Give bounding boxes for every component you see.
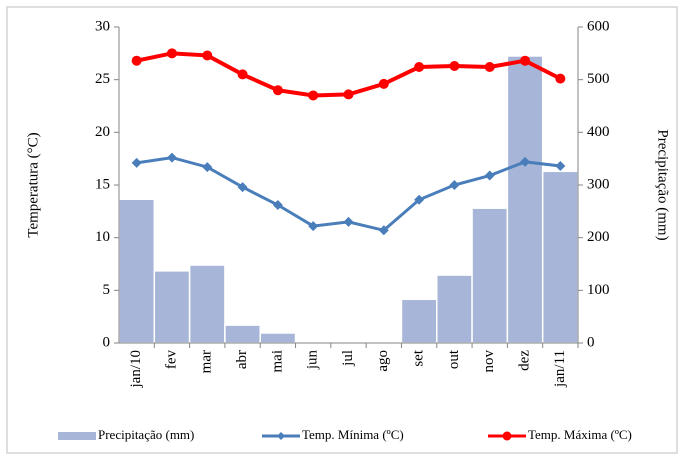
point	[449, 60, 460, 71]
x-tick-label: dez	[516, 350, 532, 371]
bar	[471, 207, 509, 344]
legend-label: Temp. Mínima (ºC)	[302, 427, 404, 442]
point	[237, 182, 248, 193]
y-tick-label: 25	[95, 71, 110, 87]
point	[166, 152, 177, 163]
point	[166, 48, 177, 59]
point	[449, 180, 460, 190]
point	[414, 62, 425, 73]
point	[202, 162, 213, 173]
bar	[153, 270, 191, 344]
y2-tick-label: 600	[587, 18, 610, 34]
point	[308, 221, 319, 232]
y2-tick-label: 500	[587, 71, 610, 87]
bar	[188, 264, 226, 344]
point	[272, 85, 283, 96]
x-tick-label: abr	[234, 350, 250, 369]
point	[414, 194, 425, 205]
y-tick-label: 10	[95, 229, 110, 245]
point	[131, 55, 142, 66]
y2-tick-label: 0	[587, 334, 595, 350]
legend-marker	[277, 432, 285, 440]
point	[555, 161, 566, 172]
y2-tick-label: 400	[587, 124, 610, 140]
legend-label: Precipitação (mm)	[98, 427, 194, 442]
bar	[506, 55, 544, 344]
x-tick-label: mar	[199, 350, 215, 373]
y2-tick-label: 300	[587, 176, 610, 192]
point	[555, 73, 566, 84]
y-tick-label: 15	[95, 176, 110, 192]
point	[484, 62, 495, 73]
bar	[118, 198, 156, 344]
y2-axis-label: Precipitação (mm)	[655, 129, 671, 240]
x-tick-label: jun	[305, 350, 321, 371]
x-tick-label: out	[446, 349, 462, 369]
point	[520, 156, 531, 167]
y2-tick-label: 200	[587, 229, 610, 245]
x-tick-label: ago	[375, 350, 391, 372]
x-tick-label: jan/11	[552, 350, 568, 388]
point	[131, 157, 142, 168]
bar	[400, 298, 438, 344]
bar	[436, 274, 473, 344]
point	[378, 225, 389, 236]
point	[520, 55, 531, 66]
y-tick-label: 30	[95, 18, 110, 34]
point	[343, 216, 354, 227]
bar	[259, 332, 297, 344]
x-tick-label: mai	[269, 350, 285, 373]
y-tick-label: 20	[95, 124, 110, 140]
legend-marker	[502, 431, 512, 441]
x-tick-label: set	[411, 349, 427, 366]
point	[202, 50, 213, 61]
legend-label: Temp. Máxima (ºC)	[528, 427, 632, 442]
point	[484, 170, 495, 181]
point	[378, 78, 389, 89]
point	[343, 89, 354, 100]
y2-tick-label: 100	[587, 282, 610, 298]
legend-swatch	[58, 432, 96, 440]
x-tick-label: jan/10	[128, 350, 144, 389]
point	[272, 200, 283, 211]
bar	[541, 170, 579, 344]
x-tick-label: nov	[481, 350, 497, 373]
y-axis-label: Temperatura (°C)	[25, 132, 41, 237]
y-tick-label: 5	[103, 282, 111, 298]
x-tick-label: jul	[340, 350, 356, 367]
point	[308, 90, 319, 101]
bar	[224, 324, 261, 344]
x-tick-label: fev	[163, 350, 179, 370]
y-tick-label: 0	[103, 334, 111, 350]
point	[237, 69, 248, 80]
